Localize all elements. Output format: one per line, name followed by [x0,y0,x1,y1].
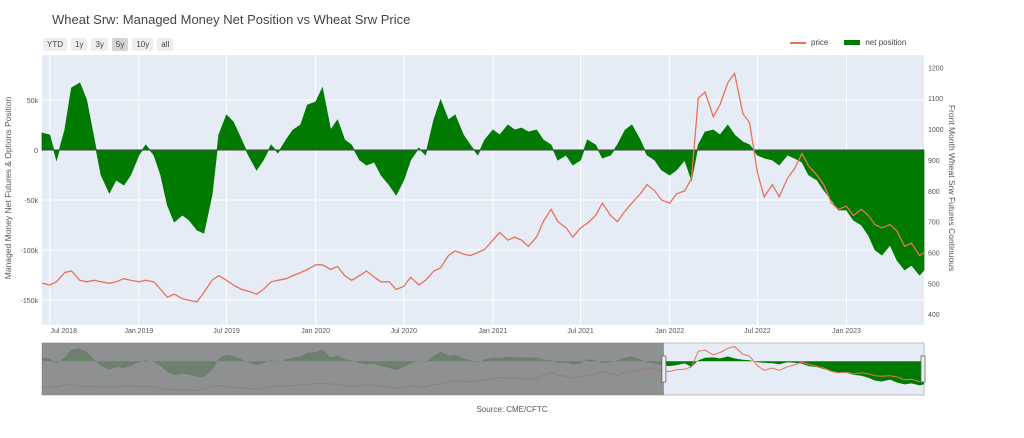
y-right-tick-label: 400 [928,312,940,319]
y-right-tick-label: 1000 [928,127,944,134]
y-right-tick-label: 600 [928,250,940,257]
price-line [41,71,925,303]
range-button-10y[interactable]: 10y [132,38,154,51]
y-axis-right-label: Front Month Wheat Srw Futures Continuous [947,104,957,272]
y-right-tick-label: 1100 [928,96,943,103]
y-left-tick-label: -50k [24,198,38,205]
y-right-tick-label: 900 [928,158,940,165]
y-left-tick-label: -100k [20,248,38,255]
range-selector: YTD 1y 3y 5y 10y all [43,38,174,51]
y-left-tick-label: -150k [20,298,38,305]
x-tick-label: Jul 2021 [567,328,594,335]
price-swatch [790,41,806,44]
range-button-ytd[interactable]: YTD [43,38,67,51]
x-tick-label: Jul 2020 [391,328,418,335]
net-position-swatch [844,40,861,45]
range-slider-handle-left[interactable] [661,355,667,383]
range-slider-mask [42,343,664,395]
y-axis-left-label: Managed Money Net Futures & Options Posi… [3,96,13,280]
legend-label-price: price [811,38,829,47]
y-right-tick-label: 700 [928,220,940,227]
source-note: Source: CME/CFTC [476,405,548,414]
range-button-5y[interactable]: 5y [111,38,129,51]
x-tick-label: Jul 2022 [744,328,771,335]
legend-item-net-position[interactable]: net position [844,38,906,47]
x-tick-label: Jan 2021 [479,328,508,335]
y-right-tick-label: 500 [928,281,940,288]
range-button-all[interactable]: all [157,38,174,51]
x-tick-label: Jul 2018 [51,328,78,335]
y-right-tick-label: 800 [928,189,940,196]
chart-title: Wheat Srw: Managed Money Net Position vs… [52,12,411,27]
net-position-area [41,82,925,276]
y-left-tick-label: 50k [27,98,39,105]
x-tick-label: Jan 2020 [301,328,330,335]
legend-label-net-position: net position [865,38,907,47]
range-button-1y[interactable]: 1y [71,38,88,51]
x-tick-label: Jan 2022 [655,328,684,335]
legend: price net position [790,38,906,47]
legend-item-price[interactable]: price [790,38,828,47]
x-tick-label: Jan 2023 [832,328,861,335]
y-right-tick-label: 1200 [928,65,944,72]
x-tick-label: Jul 2019 [213,328,240,335]
range-button-3y[interactable]: 3y [91,38,108,51]
range-slider-handle-right[interactable] [920,355,926,383]
x-tick-label: Jan 2019 [124,328,153,335]
y-left-tick-label: 0 [34,148,38,155]
